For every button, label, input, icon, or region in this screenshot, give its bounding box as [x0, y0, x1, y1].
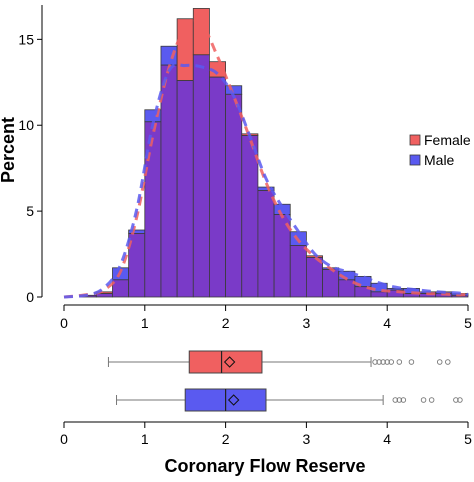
overlap-bar: [112, 279, 130, 298]
female-mean-marker: [223, 356, 236, 368]
male-outlier: [453, 397, 459, 403]
x-tick-label: 4: [383, 315, 391, 331]
legend-label-female: Female: [424, 132, 471, 148]
male-outlier: [457, 397, 463, 403]
overlap-bar: [144, 121, 162, 298]
x-tick-label: 4: [383, 431, 391, 447]
female-outlier: [388, 359, 394, 365]
x-tick-label: 2: [222, 431, 230, 447]
male-outlier: [420, 397, 427, 403]
y-tick-label: 10: [18, 117, 34, 133]
female-outlier: [396, 359, 403, 365]
overlap-bar: [305, 257, 323, 298]
overlap-bar: [289, 245, 307, 298]
overlap-bar: [241, 135, 259, 298]
legend-swatch-female: [409, 134, 421, 146]
overlap-bar: [225, 93, 243, 298]
female-outlier: [384, 359, 390, 365]
male-outlier: [396, 397, 403, 403]
y-axis-label: Percent: [0, 117, 18, 183]
y-tick-label: 5: [26, 203, 34, 219]
x-tick-label: 5: [464, 431, 472, 447]
x-tick-label: 1: [141, 431, 149, 447]
x-tick-label: 1: [141, 315, 149, 331]
x-tick-label: 3: [303, 431, 311, 447]
overlap-bar: [322, 269, 340, 298]
overlap-bar: [192, 54, 210, 298]
female-outlier: [445, 359, 451, 365]
x-tick-label: 0: [60, 431, 68, 447]
female-outlier: [408, 359, 415, 365]
overlap-bar: [338, 279, 356, 298]
male-outlier: [392, 397, 399, 403]
y-tick-label: 15: [18, 31, 34, 47]
female-outlier: [436, 359, 443, 365]
male-mean-marker: [227, 394, 240, 406]
legend-swatch-male: [409, 154, 421, 166]
female-outlier: [380, 359, 386, 365]
overlap-bar: [95, 293, 113, 298]
x-tick-label: 2: [222, 315, 230, 331]
overlap-bar: [370, 291, 388, 298]
overlap-bar: [160, 64, 178, 298]
x-axis-label: Coronary Flow Reserve: [164, 456, 365, 476]
female-box: [188, 350, 263, 374]
overlap-bar: [209, 76, 227, 298]
overlap-bar: [176, 80, 194, 298]
male-bar: [160, 45, 178, 66]
legend-label-male: Male: [424, 152, 455, 168]
female-outlier: [372, 359, 378, 365]
overlap-bar: [257, 190, 275, 298]
y-tick-label: 0: [26, 289, 34, 305]
male-density-curve: [63, 63, 469, 299]
male-outlier: [400, 397, 407, 403]
x-tick-label: 0: [60, 315, 68, 331]
x-tick-label: 5: [464, 315, 472, 331]
female-outlier: [376, 359, 382, 365]
male-outlier: [428, 397, 435, 403]
x-tick-label: 3: [303, 315, 311, 331]
